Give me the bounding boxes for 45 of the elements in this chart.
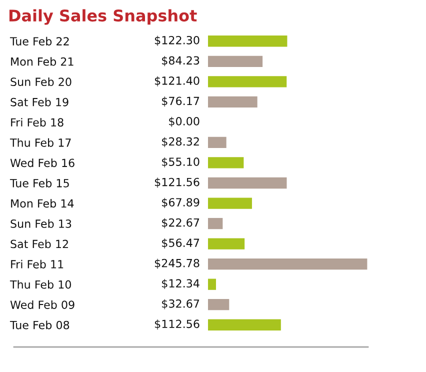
bar — [208, 136, 226, 148]
bar — [208, 157, 244, 168]
y-tick-label: Tue Feb 15 — [10, 178, 69, 188]
data-label: $245.78 — [154, 258, 200, 269]
bar — [208, 198, 252, 209]
bar — [208, 299, 230, 310]
y-tick-label: Thu Feb 17 — [10, 138, 71, 147]
data-label: $84.23 — [162, 56, 200, 66]
data-label: $121.40 — [154, 76, 200, 86]
y-tick-label: Tue Feb 08 — [10, 320, 70, 330]
data-label: $28.32 — [162, 137, 199, 148]
bar — [208, 319, 281, 330]
bar — [208, 218, 223, 230]
chart-title: Daily Sales Snapshot — [9, 9, 197, 25]
y-tick-label: Mon Feb 21 — [11, 57, 74, 66]
y-tick-label: Mon Feb 14 — [11, 199, 74, 208]
y-tick-label: Sun Feb 13 — [10, 219, 72, 228]
bar — [208, 76, 287, 88]
y-tick-label: Sat Feb 19 — [10, 98, 68, 106]
data-label: $76.17 — [162, 96, 200, 107]
data-label: $32.67 — [162, 299, 200, 310]
data-label: $56.47 — [162, 238, 200, 248]
data-label: $22.67 — [162, 218, 200, 228]
data-label: $0.00 — [169, 116, 200, 127]
y-tick-label: Wed Feb 16 — [10, 158, 74, 168]
y-tick-label: Fri Feb 11 — [11, 260, 64, 268]
bar — [208, 56, 263, 67]
data-label: $55.10 — [162, 157, 200, 168]
data-label: $112.56 — [154, 319, 200, 330]
bar — [208, 36, 288, 47]
y-tick-label: Wed Feb 09 — [10, 300, 74, 309]
y-tick-label: Fri Feb 18 — [11, 118, 64, 127]
data-label: $12.34 — [162, 278, 200, 290]
bar — [208, 238, 245, 250]
y-tick-label: Sun Feb 20 — [10, 77, 72, 86]
data-label: $121.56 — [154, 178, 200, 188]
data-label: $122.30 — [154, 36, 200, 46]
bar — [208, 258, 368, 270]
data-label: $67.89 — [162, 198, 200, 208]
y-tick-label: Tue Feb 22 — [10, 36, 69, 46]
bar — [208, 278, 216, 290]
y-tick-label: Sat Feb 12 — [10, 240, 68, 248]
y-tick-label: Thu Feb 10 — [10, 280, 72, 289]
bar — [208, 96, 258, 108]
bar — [208, 177, 287, 189]
